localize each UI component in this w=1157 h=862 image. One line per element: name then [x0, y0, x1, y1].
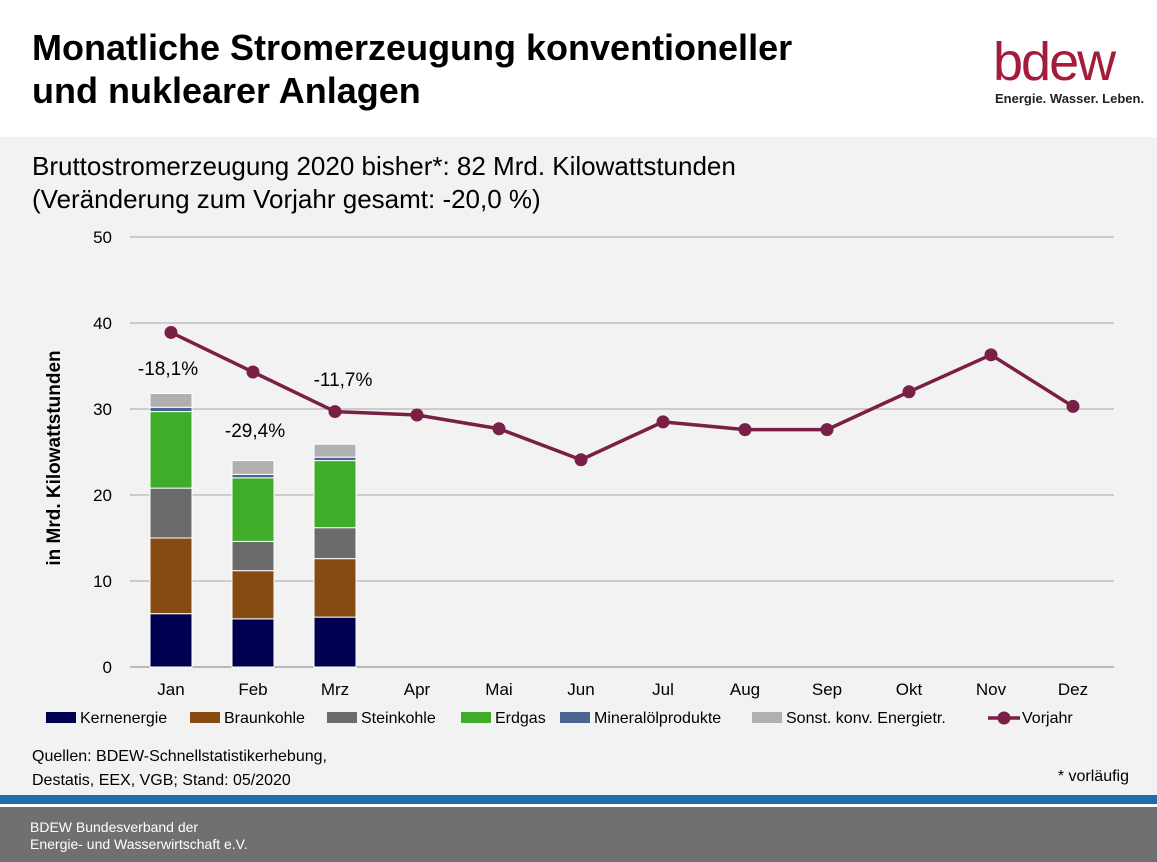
line-point [984, 348, 998, 362]
x-tick-label: Jun [567, 680, 594, 699]
line-point [164, 325, 178, 339]
bar-segment-Kernenergie [313, 616, 357, 668]
bar-segment-Braunkohle [231, 570, 275, 620]
sources-line-2: Destatis, EEX, VGB; Stand: 05/2020 [32, 772, 291, 789]
footer-divider [0, 804, 1157, 807]
bar-segment-Mineralölprodukte [313, 456, 357, 462]
x-tick-label: Mai [485, 680, 512, 699]
legend-swatch-Erdgas [461, 712, 491, 723]
bar-segment-Erdgas [231, 477, 275, 542]
chart: 0 10 20 30 40 50 Jan Feb Mrz Apr Mai Jun Jul Aug Sep O… [44, 228, 1114, 727]
y-tick-label: 50 [93, 228, 112, 247]
x-tick-label: Apr [404, 680, 431, 699]
line-point [492, 422, 506, 436]
line-point [738, 423, 752, 437]
legend-swatch-Mineralölprodukte [560, 712, 590, 723]
bar-segment-Sonst. konv. Energietr. [231, 460, 275, 475]
footer-line-2: Energie- und Wasserwirtschaft e.V. [30, 836, 248, 852]
y-tick-label: 0 [103, 658, 112, 677]
y-tick-labels: 0 10 20 30 40 50 [93, 228, 112, 677]
sources-line-1: Quellen: BDEW-Schnellstatistikerhebung, [32, 748, 327, 765]
content-panel [0, 137, 1157, 795]
bar-segment-Steinkohle [313, 527, 357, 560]
legend-label: Kernenergie [80, 710, 167, 727]
x-tick-label: Jan [157, 680, 184, 699]
bars [149, 393, 357, 668]
x-tick-label: Jul [652, 680, 674, 699]
page-title-line-1: Monatliche Stromerzeugung konventionelle… [32, 27, 793, 68]
legend-swatch-Steinkohle [327, 712, 357, 723]
bar-segment-Erdgas [313, 460, 357, 529]
line-point [902, 385, 916, 399]
page-title: Monatliche Stromerzeugung konventionelle… [32, 26, 932, 112]
bar-segment-Steinkohle [149, 487, 193, 539]
legend-label: Braunkohle [224, 710, 305, 727]
x-tick-label: Nov [976, 680, 1007, 699]
legend-label: Mineralölprodukte [594, 710, 721, 727]
legend-swatch-Sonst. konv. Energietr. [752, 712, 782, 723]
bar-segment-Erdgas [149, 411, 193, 489]
legend-label: Sonst. konv. Energietr. [786, 710, 946, 727]
annotation-label: -29,4% [225, 421, 285, 442]
bar-segment-Kernenergie [149, 613, 193, 668]
subtitle-line-2: (Veränderung zum Vorjahr gesamt: -20,0 %… [32, 184, 541, 214]
x-tick-label: Mrz [321, 680, 349, 699]
subtitle-line-1: Bruttostromerzeugung 2020 bisher*: 82 Mr… [32, 151, 736, 181]
x-tick-labels: Jan Feb Mrz Apr Mai Jun Jul Aug Sep Okt Nov Dez [157, 680, 1088, 699]
line-vorjahr [170, 330, 1074, 462]
line-series [164, 325, 1080, 467]
annotation-label: -18,1% [138, 359, 198, 380]
line-point [574, 453, 588, 467]
annotation-label: -11,7% [314, 370, 373, 391]
line-point [328, 405, 342, 419]
bar-segment-Mineralölprodukte [231, 473, 275, 479]
y-tick-label: 10 [93, 572, 112, 591]
logo-wordmark: bdew [993, 32, 1116, 92]
legend: Kernenergie Braunkohle Steinkohle Erdgas Min… [46, 710, 1073, 727]
header-bar: Monatliche Stromerzeugung konventionelle… [0, 0, 1157, 137]
bar-segment-Braunkohle [149, 537, 193, 615]
y-tick-label: 30 [93, 400, 112, 419]
grid-lines [130, 236, 1114, 668]
logo-tagline: Energie. Wasser. Leben. [995, 91, 1145, 106]
bar-segment-Mineralölprodukte [149, 406, 193, 413]
line-point [246, 365, 260, 379]
bar-segment-Kernenergie [231, 618, 275, 668]
footnote: * vorläufig [1057, 768, 1129, 785]
footer-line-1: BDEW Bundesverband der [30, 819, 199, 835]
bdew-logo: bdew Energie. Wasser. Leben. [993, 32, 1145, 114]
legend-label: Steinkohle [361, 710, 436, 727]
y-tick-label: 40 [93, 314, 112, 333]
bar-segment-Sonst. konv. Energietr. [313, 443, 357, 458]
page-title-line-2: und nuklearer Anlagen [32, 70, 421, 111]
annotations: -18,1% -29,4% -11,7% [138, 359, 373, 442]
x-tick-label: Sep [812, 680, 842, 699]
footer-accent-stripe [0, 795, 1157, 804]
chart-subtitle: Bruttostromerzeugung 2020 bisher*: 82 Mr… [32, 150, 736, 216]
line-point [1066, 399, 1080, 413]
line-point [820, 423, 834, 437]
bar-segment-Braunkohle [313, 558, 357, 618]
legend-swatch-Kernenergie [46, 712, 76, 723]
bar-segment-Steinkohle [231, 540, 275, 572]
x-tick-label: Aug [730, 680, 760, 699]
x-tick-label: Okt [896, 680, 923, 699]
bar-segment-Sonst. konv. Energietr. [149, 393, 193, 408]
footer-bar: BDEW Bundesverband der Energie- und Wass… [0, 807, 1157, 862]
y-axis-label: in Mrd. Kilowattstunden [44, 350, 65, 565]
legend-marker-vorjahr [997, 711, 1011, 725]
line-point [656, 415, 670, 429]
line-point [410, 408, 424, 422]
x-tick-label: Dez [1058, 680, 1088, 699]
legend-swatch-Braunkohle [190, 712, 220, 723]
legend-label: Erdgas [495, 710, 546, 727]
x-tick-label: Feb [238, 680, 267, 699]
sources-note: Quellen: BDEW-Schnellstatistikerhebung, … [32, 745, 327, 793]
y-tick-label: 20 [93, 486, 112, 505]
footer-text: BDEW Bundesverband der Energie- und Wass… [30, 819, 248, 853]
legend-label: Vorjahr [1022, 710, 1073, 727]
